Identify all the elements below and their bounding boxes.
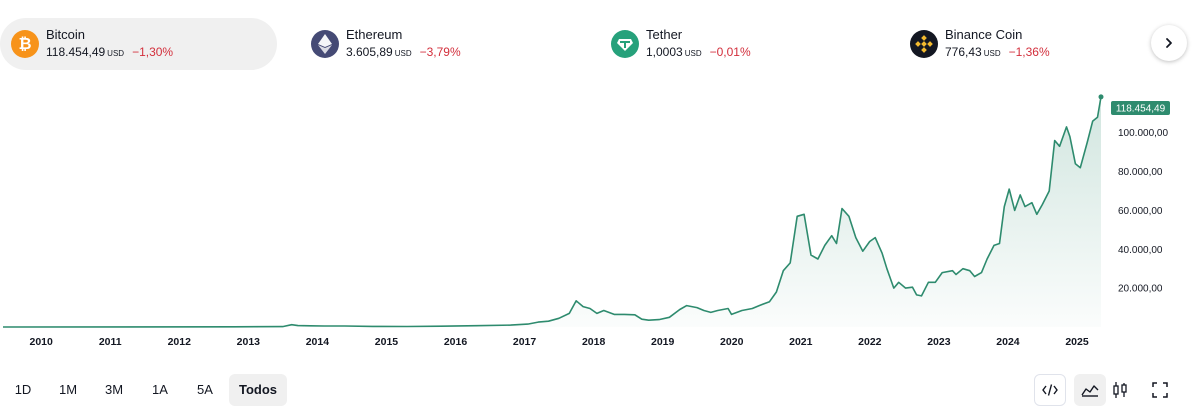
- price-line: [2, 96, 1102, 328]
- y-tick-label: 20.000,00: [1118, 284, 1163, 295]
- x-tick-label: 2017: [513, 336, 537, 348]
- x-tick-label: 2013: [237, 336, 261, 348]
- coin-change: −1,30%: [132, 45, 174, 59]
- coin-unit: USD: [394, 49, 412, 58]
- x-tick-label: 2024: [996, 336, 1020, 348]
- coin-change: −0,01%: [709, 45, 751, 59]
- range-button-todos[interactable]: Todos: [229, 374, 287, 406]
- range-button-1m[interactable]: 1M: [58, 382, 78, 397]
- binance-coin-icon: [910, 30, 938, 58]
- price-area-fill: [3, 96, 1101, 328]
- coin-price: 776,43: [945, 45, 982, 59]
- ticker-tether[interactable]: Tether 1,0003 USD −0,01%: [600, 18, 860, 70]
- embed-code-icon: [1042, 384, 1058, 396]
- chevron-right-icon: [1166, 38, 1172, 48]
- next-tickers-button[interactable]: [1151, 25, 1187, 61]
- x-tick-label: 2015: [375, 336, 399, 348]
- current-price-badge: 118.454,49: [1111, 101, 1170, 115]
- last-price-point: [1098, 94, 1104, 100]
- y-tick-label: 80.000,00: [1118, 167, 1163, 178]
- coin-name: Bitcoin: [46, 27, 86, 42]
- range-button-1a[interactable]: 1A: [152, 382, 168, 397]
- x-axis: 2010 2011 2012 2013 2014 2015 2016 2017 2018 2019…: [29, 336, 1088, 348]
- x-tick-label: 2014: [306, 336, 330, 348]
- coin-name: Binance Coin: [945, 27, 1023, 42]
- coin-name: Tether: [646, 27, 683, 42]
- x-tick-label: 2019: [651, 336, 675, 348]
- coin-price: 1,0003: [646, 45, 683, 59]
- ethereum-icon: [311, 30, 339, 58]
- range-button-1d[interactable]: 1D: [14, 382, 32, 397]
- bitcoin-icon: ₿: [11, 30, 39, 58]
- y-tick-label: 100.000,00: [1118, 128, 1168, 139]
- x-tick-label: 2020: [720, 336, 744, 348]
- area-chart-button[interactable]: [1074, 374, 1106, 406]
- fullscreen-button[interactable]: [1144, 374, 1176, 406]
- x-tick-label: 2010: [29, 336, 53, 348]
- coin-unit: USD: [107, 49, 125, 58]
- x-tick-label: 2023: [927, 336, 951, 348]
- x-tick-label: 2012: [168, 336, 192, 348]
- coin-change: −1,36%: [1008, 45, 1050, 59]
- coin-name: Ethereum: [346, 27, 403, 42]
- coin-change: −3,79%: [419, 45, 461, 59]
- x-tick-label: 2018: [582, 336, 606, 348]
- candlestick-chart-button[interactable]: [1104, 374, 1136, 406]
- ticker-bitcoin[interactable]: ₿ Bitcoin 118.454,49 USD −1,30%: [0, 18, 277, 70]
- tether-icon: [611, 30, 639, 58]
- y-axis: 20.000,00 40.000,00 60.000,00 80.000,00 100.…: [1118, 128, 1168, 294]
- x-tick-label: 2021: [789, 336, 813, 348]
- y-tick-label: 40.000,00: [1118, 245, 1163, 256]
- x-tick-label: 2011: [99, 336, 122, 348]
- x-tick-label: 2022: [858, 336, 882, 348]
- range-button-5a[interactable]: 5A: [197, 382, 213, 397]
- coin-price: 3.605,89: [346, 45, 393, 59]
- coin-price: 118.454,49: [46, 45, 106, 59]
- coin-unit: USD: [684, 49, 702, 58]
- y-tick-label: 60.000,00: [1118, 206, 1163, 217]
- x-tick-label: 2025: [1065, 336, 1089, 348]
- ticker-ethereum[interactable]: Ethereum 3.605,89 USD −3,79%: [300, 18, 560, 70]
- ticker-bar: ₿ Bitcoin 118.454,49 USD −1,30% Ethereum 3…: [0, 18, 1193, 70]
- x-tick-label: 2016: [444, 336, 468, 348]
- fullscreen-icon: [1152, 382, 1168, 398]
- range-button-3m[interactable]: 3M: [104, 382, 124, 397]
- current-price-label: 118.454,49: [1116, 104, 1166, 115]
- embed-button[interactable]: [1034, 374, 1066, 406]
- coin-unit: USD: [983, 49, 1001, 58]
- ticker-binance-coin[interactable]: Binance Coin 776,43 USD −1,36%: [899, 18, 1139, 70]
- candlestick-chart-icon: [1113, 382, 1127, 398]
- area-chart-icon: [1081, 385, 1099, 397]
